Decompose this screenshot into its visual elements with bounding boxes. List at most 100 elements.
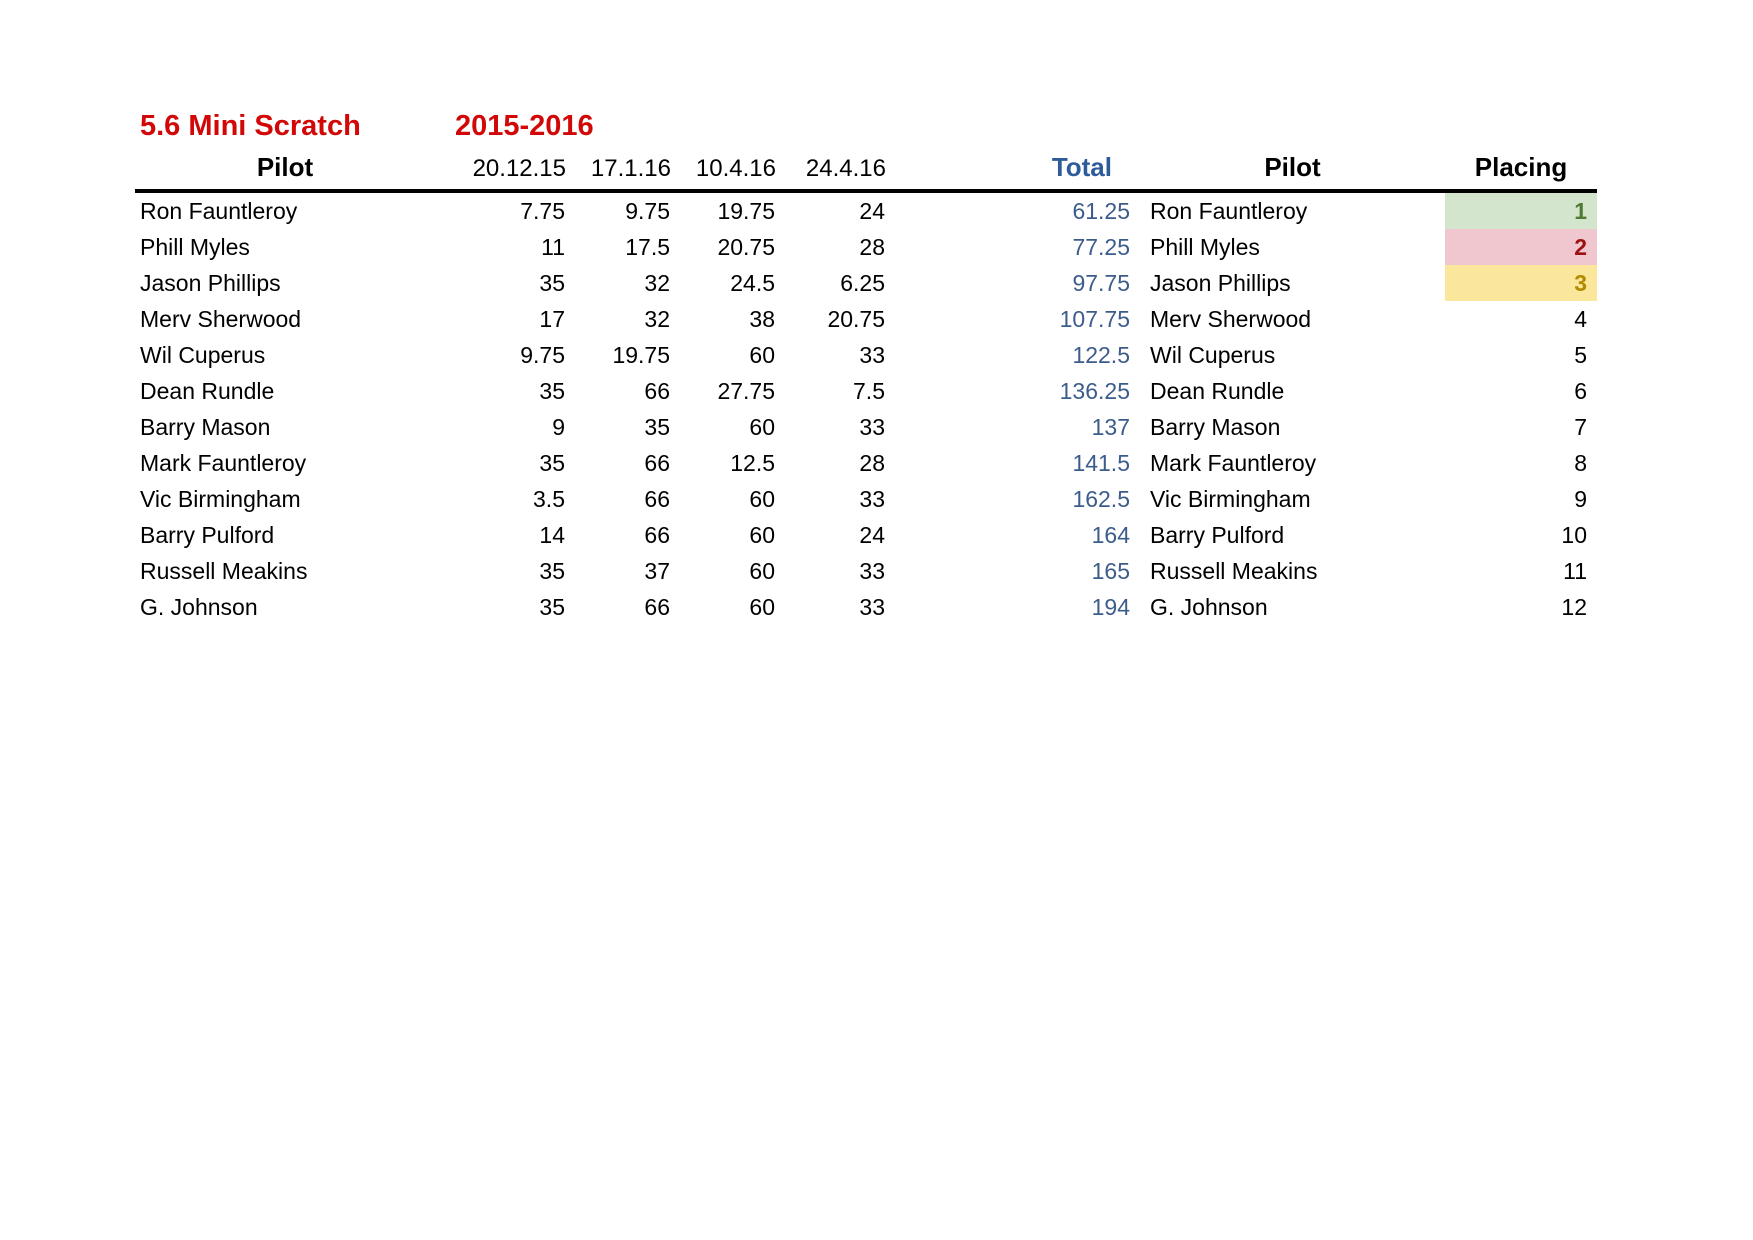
table-row: Russell Meakins 35 37 60 33 165 Russell Meakin… (135, 553, 1597, 589)
table-row: Vic Birmingham 3.5 66 60 33 162.5 Vic Birmingh… (135, 481, 1597, 517)
table-row: Barry Pulford 14 66 60 24 164 Barry Pulford 10 (135, 517, 1597, 553)
placing-cell: 10 (1561, 521, 1587, 548)
pilot-name-cell-right: Dean Rundle (1150, 377, 1285, 404)
score-cell-round3: 24.5 (730, 269, 775, 296)
placing-cell: 5 (1574, 341, 1587, 368)
score-cell-round1: 9 (552, 413, 565, 440)
pilot-name-cell-right: Barry Pulford (1150, 521, 1285, 548)
score-cell-round3: 60 (749, 413, 775, 440)
header-date-1: 20.12.15 (435, 150, 570, 193)
score-cell-round3: 12.5 (730, 449, 775, 476)
pilot-name-cell: G. Johnson (140, 593, 258, 620)
score-cell-round2: 9.75 (625, 197, 670, 224)
pilot-name-cell-right: Wil Cuperus (1150, 341, 1276, 368)
header-row: Pilot 20.12.15 17.1.16 10.4.16 24.4.16 T… (135, 150, 1597, 193)
table-row: Merv Sherwood 17 32 38 20.75 107.75 Merv Sherw… (135, 301, 1597, 337)
score-cell-round2: 66 (644, 377, 670, 404)
pilot-name-cell: Jason Phillips (140, 269, 281, 296)
table-row: Mark Fauntleroy 35 66 12.5 28 141.5 Mark Faunt… (135, 445, 1597, 481)
score-cell-round2: 32 (644, 269, 670, 296)
pilot-name-cell-right: G. Johnson (1150, 593, 1268, 620)
score-cell-round3: 60 (749, 341, 775, 368)
header-date-3: 10.4.16 (675, 150, 780, 193)
score-cell-round4: 33 (859, 413, 885, 440)
placing-cell: 2 (1445, 229, 1597, 265)
total-cell: 97.75 (1072, 269, 1130, 296)
placing-cell: 3 (1445, 265, 1597, 301)
score-cell-round1: 11 (541, 233, 565, 260)
header-date-2: 17.1.16 (570, 150, 675, 193)
total-cell: 107.75 (1059, 305, 1130, 332)
score-cell-round2: 19.75 (612, 341, 670, 368)
results-table: Pilot 20.12.15 17.1.16 10.4.16 24.4.16 T… (135, 150, 1597, 625)
score-cell-round4: 33 (859, 341, 885, 368)
score-cell-round4: 6.25 (840, 269, 885, 296)
score-cell-round1: 9.75 (520, 341, 565, 368)
pilot-name-cell-right: Phill Myles (1150, 233, 1260, 260)
placing-cell: 6 (1574, 377, 1587, 404)
total-cell: 136.25 (1059, 377, 1130, 404)
score-cell-round1: 35 (539, 269, 565, 296)
pilot-name-cell-right: Merv Sherwood (1150, 305, 1312, 332)
score-cell-round3: 27.75 (717, 377, 775, 404)
placing-cell: 12 (1561, 593, 1587, 620)
score-cell-round4: 28 (859, 449, 885, 476)
total-cell: 141.5 (1072, 449, 1130, 476)
score-cell-round3: 60 (749, 557, 775, 584)
placing-cell: 7 (1574, 413, 1587, 440)
placing-cell: 11 (1563, 557, 1587, 584)
pilot-name-cell: Vic Birmingham (140, 485, 301, 512)
score-cell-round3: 20.75 (717, 233, 775, 260)
table-row: G. Johnson 35 66 60 33 194 G. Johnson 12 (135, 589, 1597, 625)
pilot-name-cell: Barry Mason (140, 413, 271, 440)
table-row: Wil Cuperus 9.75 19.75 60 33 122.5 Wil Cuperus… (135, 337, 1597, 373)
score-cell-round4: 28 (859, 233, 885, 260)
score-cell-round1: 7.75 (520, 197, 565, 224)
placing-cell: 4 (1574, 305, 1587, 332)
pilot-name-cell-right: Ron Fauntleroy (1150, 197, 1308, 224)
score-cell-round4: 33 (859, 557, 885, 584)
sheet-title: 5.6 Mini Scratch (140, 110, 361, 142)
pilot-name-cell: Barry Pulford (140, 521, 275, 548)
placing-cell: 8 (1574, 449, 1587, 476)
total-cell: 164 (1091, 521, 1130, 548)
score-cell-round3: 19.75 (717, 197, 775, 224)
score-cell-round2: 32 (644, 305, 670, 332)
score-cell-round2: 37 (644, 557, 670, 584)
score-cell-round1: 35 (539, 557, 565, 584)
score-cell-round2: 35 (644, 413, 670, 440)
results-tbody: Ron Fauntleroy 7.75 9.75 19.75 24 61.25 Ron Fa… (135, 191, 1597, 625)
score-cell-round2: 66 (644, 593, 670, 620)
score-cell-round1: 35 (539, 449, 565, 476)
total-cell: 194 (1091, 593, 1130, 620)
score-cell-round1: 14 (539, 521, 565, 548)
score-cell-round4: 33 (859, 593, 885, 620)
header-total: Total (890, 150, 1140, 193)
score-cell-round4: 33 (859, 485, 885, 512)
pilot-name-cell: Mark Fauntleroy (140, 449, 307, 476)
placing-cell: 1 (1445, 191, 1597, 229)
score-cell-round4: 24 (859, 521, 885, 548)
score-cell-round3: 60 (749, 521, 775, 548)
score-cell-round2: 66 (644, 521, 670, 548)
total-cell: 61.25 (1072, 197, 1130, 224)
score-cell-round4: 7.5 (853, 377, 885, 404)
table-row: Barry Mason 9 35 60 33 137 Barry Mason 7 (135, 409, 1597, 445)
total-cell: 137 (1091, 413, 1130, 440)
header-pilot-2: Pilot (1140, 150, 1445, 193)
score-cell-round1: 3.5 (533, 485, 565, 512)
score-cell-round3: 38 (749, 305, 775, 332)
score-cell-round3: 60 (749, 593, 775, 620)
pilot-name-cell-right: Russell Meakins (1150, 557, 1318, 584)
pilot-name-cell-right: Mark Fauntleroy (1150, 449, 1317, 476)
header-placing: Placing (1445, 150, 1597, 193)
score-cell-round2: 66 (644, 449, 670, 476)
score-cell-round3: 60 (749, 485, 775, 512)
score-cell-round2: 17.5 (625, 233, 670, 260)
total-cell: 122.5 (1072, 341, 1130, 368)
score-cell-round1: 35 (539, 377, 565, 404)
table-row: Phill Myles 11 17.5 20.75 28 77.25 Phill Myles… (135, 229, 1597, 265)
score-cell-round1: 35 (539, 593, 565, 620)
pilot-name-cell: Russell Meakins (140, 557, 308, 584)
